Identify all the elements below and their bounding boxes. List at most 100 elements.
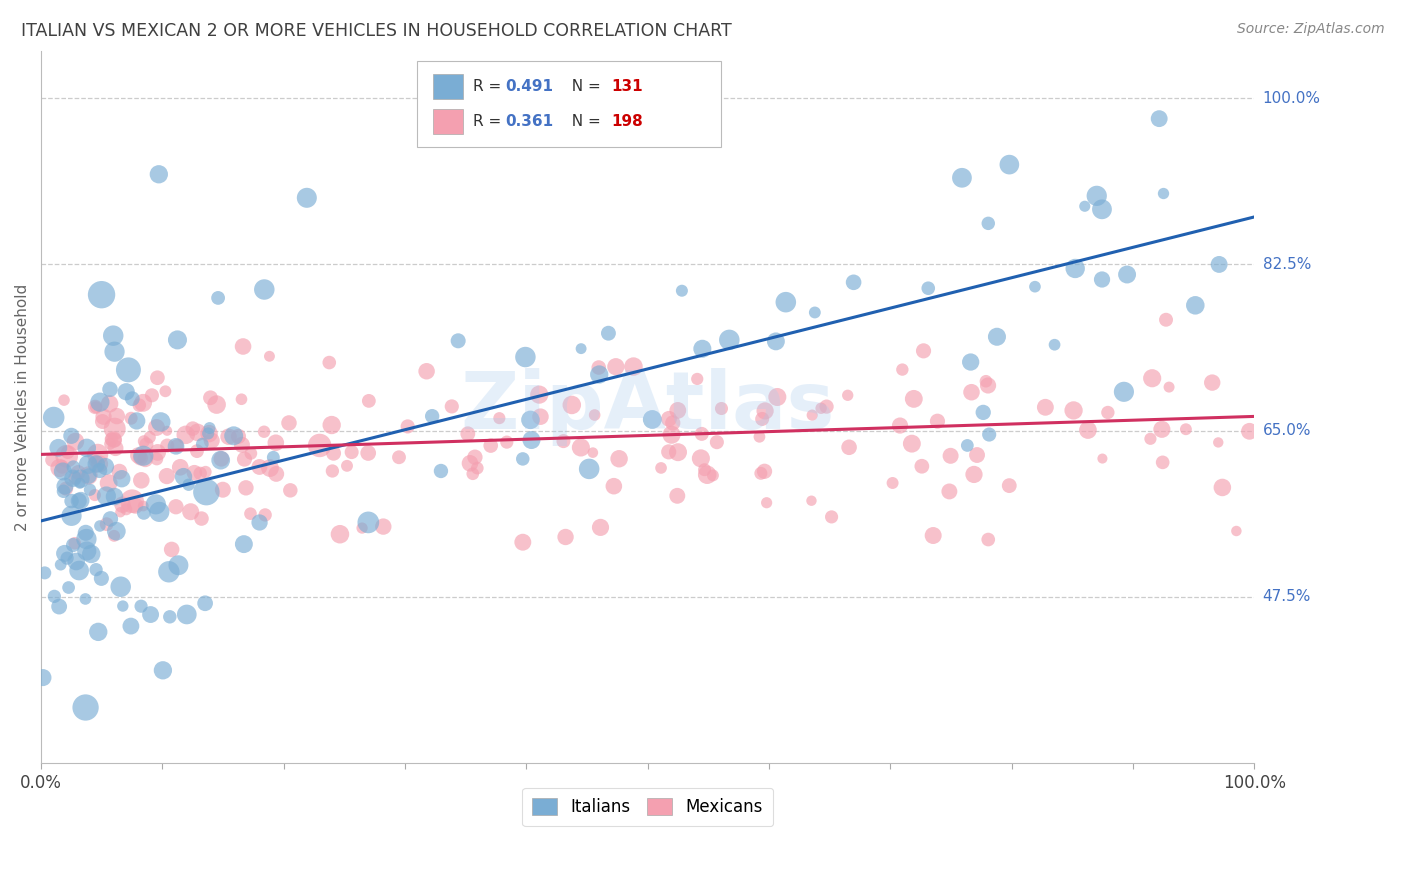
- Text: 65.0%: 65.0%: [1263, 423, 1312, 438]
- Point: [108, 465, 131, 479]
- Point: [159, 609, 181, 624]
- Point: [461, 467, 484, 481]
- Point: [650, 461, 672, 475]
- Point: [51, 459, 73, 474]
- Point: [1024, 279, 1046, 293]
- Point: [666, 445, 689, 459]
- Point: [87, 624, 110, 639]
- Point: [152, 663, 174, 677]
- Point: [89, 457, 111, 471]
- Point: [110, 580, 132, 594]
- Point: [440, 400, 463, 414]
- Point: [754, 464, 776, 478]
- Point: [373, 519, 395, 533]
- Point: [63, 536, 86, 550]
- Point: [190, 511, 212, 525]
- Point: [205, 398, 228, 412]
- Y-axis label: 2 or more Vehicles in Household: 2 or more Vehicles in Household: [15, 284, 30, 531]
- Point: [882, 475, 904, 490]
- Point: [232, 537, 254, 551]
- Point: [671, 284, 693, 298]
- Point: [117, 363, 139, 377]
- Point: [120, 411, 142, 425]
- Point: [65, 434, 87, 449]
- Point: [103, 529, 125, 543]
- Point: [1225, 524, 1247, 538]
- Point: [90, 571, 112, 585]
- Point: [966, 448, 988, 462]
- Point: [815, 400, 838, 414]
- Point: [232, 339, 254, 353]
- Point: [52, 484, 75, 499]
- Point: [48, 599, 70, 614]
- Point: [998, 158, 1021, 172]
- Point: [233, 452, 256, 467]
- Point: [583, 408, 606, 422]
- Point: [67, 494, 90, 508]
- Point: [41, 453, 63, 467]
- Point: [98, 437, 121, 451]
- Point: [512, 535, 534, 549]
- Point: [911, 459, 934, 474]
- Point: [100, 432, 122, 446]
- Point: [1152, 455, 1174, 469]
- Point: [810, 401, 832, 416]
- Point: [262, 450, 284, 465]
- Point: [464, 450, 486, 465]
- Point: [891, 362, 914, 376]
- Point: [84, 401, 107, 415]
- Point: [666, 403, 689, 417]
- Point: [69, 493, 91, 508]
- Point: [65, 554, 87, 568]
- Point: [766, 390, 789, 404]
- Point: [84, 457, 107, 471]
- Point: [103, 433, 125, 447]
- Point: [181, 422, 204, 436]
- Point: [84, 454, 107, 468]
- Point: [706, 435, 728, 450]
- Point: [692, 342, 714, 356]
- Point: [186, 444, 208, 458]
- Point: [98, 397, 121, 411]
- Text: 0.491: 0.491: [505, 79, 554, 95]
- Point: [329, 527, 352, 541]
- Point: [169, 460, 191, 475]
- Point: [157, 565, 180, 579]
- Point: [198, 426, 221, 441]
- Point: [658, 412, 681, 426]
- Point: [479, 439, 502, 453]
- Point: [278, 416, 301, 430]
- Text: R =: R =: [472, 79, 506, 95]
- Point: [388, 450, 411, 465]
- Point: [693, 463, 716, 477]
- Point: [1085, 189, 1108, 203]
- Point: [120, 619, 142, 633]
- Point: [1063, 403, 1085, 417]
- Point: [56, 445, 79, 459]
- Point: [447, 334, 470, 348]
- Point: [94, 459, 117, 474]
- Point: [1206, 435, 1229, 450]
- Point: [145, 451, 167, 466]
- Point: [1154, 312, 1177, 326]
- Point: [103, 328, 125, 343]
- Point: [55, 482, 77, 496]
- Point: [1112, 384, 1135, 399]
- Point: [718, 333, 741, 347]
- Text: 131: 131: [610, 79, 643, 95]
- Point: [696, 467, 718, 482]
- Point: [396, 419, 419, 434]
- Point: [1077, 423, 1099, 437]
- Point: [145, 497, 167, 511]
- Point: [1174, 422, 1197, 436]
- FancyBboxPatch shape: [433, 74, 463, 99]
- Point: [58, 581, 80, 595]
- Point: [569, 441, 592, 455]
- Point: [200, 391, 222, 405]
- Point: [166, 333, 188, 347]
- Point: [209, 451, 232, 466]
- Point: [775, 295, 797, 310]
- Point: [131, 473, 153, 487]
- Point: [96, 489, 118, 503]
- Point: [134, 452, 156, 467]
